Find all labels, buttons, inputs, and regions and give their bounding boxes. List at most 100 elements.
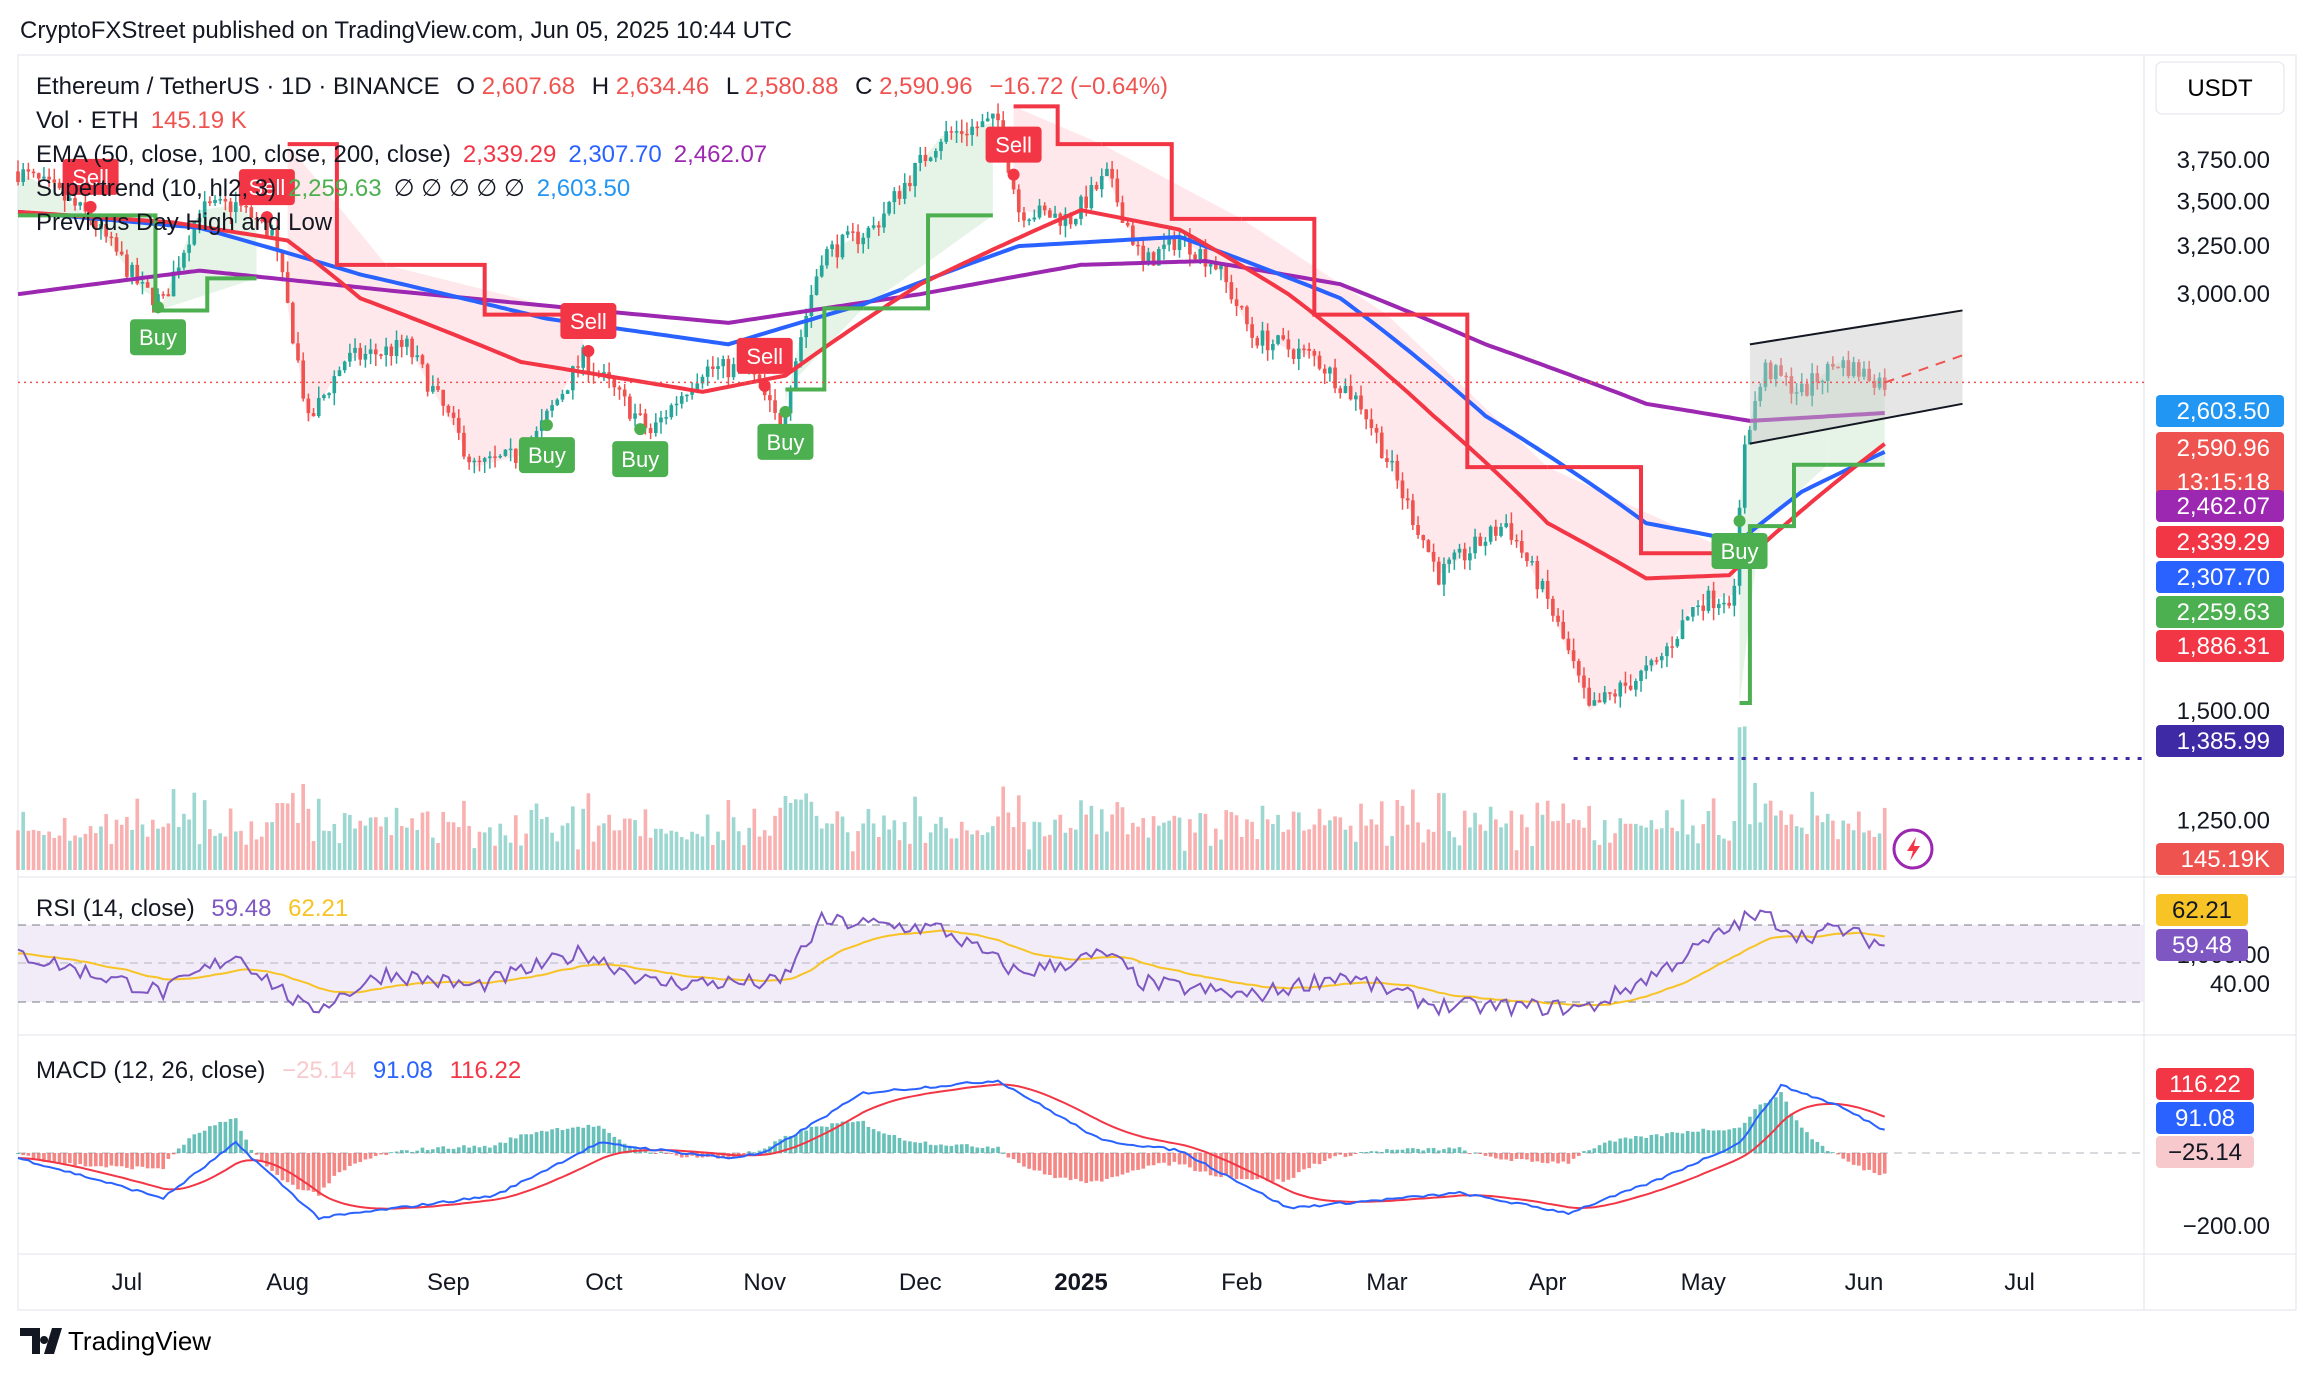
volume-bar xyxy=(1851,830,1856,870)
volume-bar xyxy=(1182,850,1187,870)
legend-value: 145.19 K xyxy=(151,107,247,134)
volume-bar xyxy=(233,831,238,870)
candle-body xyxy=(550,405,554,411)
macd-histogram-bar xyxy=(825,1126,829,1153)
macd-histogram-bar xyxy=(420,1147,425,1153)
price-label-bg xyxy=(2156,843,2284,875)
main-pane[interactable]: Sell Sell Buy Sell Buy Sell Buy Buy Sell Buy xyxy=(16,103,2144,870)
macd-histogram-bar xyxy=(239,1130,243,1153)
signal-dot xyxy=(779,405,792,418)
candle-body xyxy=(1224,265,1229,283)
price-axis[interactable]: USDT 3,750.00 3,500.00 3,250.00 3,000.00 1,5… xyxy=(2155,61,2285,969)
macd-histogram-bar xyxy=(1789,1113,1794,1153)
channel-lower-line[interactable] xyxy=(1749,402,1963,445)
macd-histogram-bar xyxy=(456,1147,461,1153)
candle-body xyxy=(140,282,145,284)
macd-histogram-bar xyxy=(923,1141,928,1153)
macd-histogram-bar xyxy=(503,1142,508,1153)
candle-body xyxy=(1379,432,1384,459)
candle-body xyxy=(1519,541,1524,553)
supertrend-down-segment xyxy=(1386,312,1548,470)
volume-bar xyxy=(1582,827,1586,870)
rsi-pane[interactable]: RSI (14, close) 59.48 62.21 40.00 62.21 59… xyxy=(17,894,2270,1018)
volume-bar xyxy=(456,827,461,870)
macd-histogram-bar xyxy=(73,1153,77,1166)
macd-histogram-bar xyxy=(1281,1153,1286,1182)
candle-body xyxy=(726,359,731,378)
rsi-badge-text: 59.48 xyxy=(2172,932,2232,959)
macd-histogram-bar xyxy=(394,1151,399,1153)
candle-body xyxy=(223,199,228,202)
legend-row[interactable]: Vol · ETH 145.19 K xyxy=(36,107,247,134)
candle-body xyxy=(337,370,342,377)
signal-text: Buy xyxy=(1721,539,1759,564)
legend-row[interactable]: Supertrend (10, hl2, 3) 2,259.63 ∅ ∅ ∅ ∅ ∅… xyxy=(36,175,630,202)
candle-body xyxy=(482,458,487,462)
candle-body xyxy=(52,179,57,183)
volume-bar xyxy=(42,834,46,870)
candle-body xyxy=(1483,541,1488,546)
currency-button[interactable] xyxy=(2155,61,2285,115)
macd-histogram-bar xyxy=(93,1153,98,1167)
candle-body xyxy=(405,338,409,347)
candle-body xyxy=(845,231,850,235)
candle-body xyxy=(1214,264,1218,270)
volume-bar xyxy=(1338,817,1343,870)
candle-body xyxy=(399,340,404,347)
price-label-badge: 2,307.70 xyxy=(2156,561,2284,593)
candle-body xyxy=(965,133,969,136)
volume-bar xyxy=(1820,822,1825,870)
macd-histogram-bar xyxy=(1333,1153,1337,1157)
volume-bar xyxy=(1281,831,1286,870)
candle-body xyxy=(1867,368,1871,382)
volume-bar xyxy=(1447,831,1451,870)
candle-body xyxy=(1167,235,1171,245)
open-label: O xyxy=(456,73,475,100)
volume-bar xyxy=(757,836,762,870)
channel-upper-line[interactable] xyxy=(1749,309,1963,346)
symbol-title-row[interactable]: Ethereum / TetherUS · 1D · BINANCE O 2,6… xyxy=(36,73,1168,100)
legend-row[interactable]: Previous Day High and Low xyxy=(36,209,333,236)
macd-histogram-bar xyxy=(1483,1153,1488,1156)
volume-bar xyxy=(653,828,658,870)
volume-bar xyxy=(1831,820,1835,870)
candle-body xyxy=(78,202,83,206)
parallel-channel[interactable] xyxy=(1749,309,1963,445)
lightning-icon[interactable] xyxy=(1892,828,1934,870)
signal-box xyxy=(985,126,1042,163)
volume-bar xyxy=(721,840,726,870)
tradingview-logo[interactable]: TradingView xyxy=(20,1326,211,1356)
volume-bar xyxy=(275,802,280,870)
macd-histogram-bar xyxy=(1473,1152,1477,1154)
volume-bar xyxy=(498,823,503,870)
volume-bar xyxy=(68,840,72,870)
macd-histogram-bar xyxy=(1359,1151,1363,1153)
candle-body xyxy=(1296,348,1301,359)
volume-bar xyxy=(871,823,876,870)
macd-histogram-bar xyxy=(752,1152,757,1154)
volume-bar xyxy=(851,851,855,870)
candle-body xyxy=(1478,536,1483,546)
time-axis[interactable]: Jul Aug Sep Oct Nov Dec 2025 Feb Mar Apr May Jun Jul xyxy=(112,1269,2035,1296)
candle-body xyxy=(1281,335,1286,340)
candle-body xyxy=(954,131,959,133)
candle-body xyxy=(1260,330,1265,346)
candle-body xyxy=(1322,368,1327,374)
macd-histogram-bar xyxy=(353,1153,357,1164)
candle-body xyxy=(721,359,726,367)
candle-body xyxy=(1442,563,1446,585)
svg-text:RSI (14, close) 59.48: RSI (14, close) 59.48 62.21 xyxy=(36,895,348,922)
volume-bar xyxy=(1203,813,1208,870)
buy-signal-marker: Buy xyxy=(757,405,814,460)
time-tick-label: 2025 xyxy=(1054,1269,1107,1296)
volume-bar xyxy=(1556,820,1560,870)
legend-row[interactable]: EMA (50, close, 100, close, 200, close) 2… xyxy=(36,141,767,168)
candle-body xyxy=(1799,383,1804,393)
volume-bar xyxy=(690,831,694,870)
price-label-text: 2,462.07 xyxy=(2177,493,2270,520)
candle-body xyxy=(332,376,337,394)
macd-pane[interactable]: MACD (12, 26, close) −25.14 91.08 116.22… xyxy=(16,1057,2270,1240)
macd-histogram-bar xyxy=(21,1153,26,1156)
volume-bar xyxy=(182,813,186,870)
volume-bar xyxy=(825,823,829,870)
